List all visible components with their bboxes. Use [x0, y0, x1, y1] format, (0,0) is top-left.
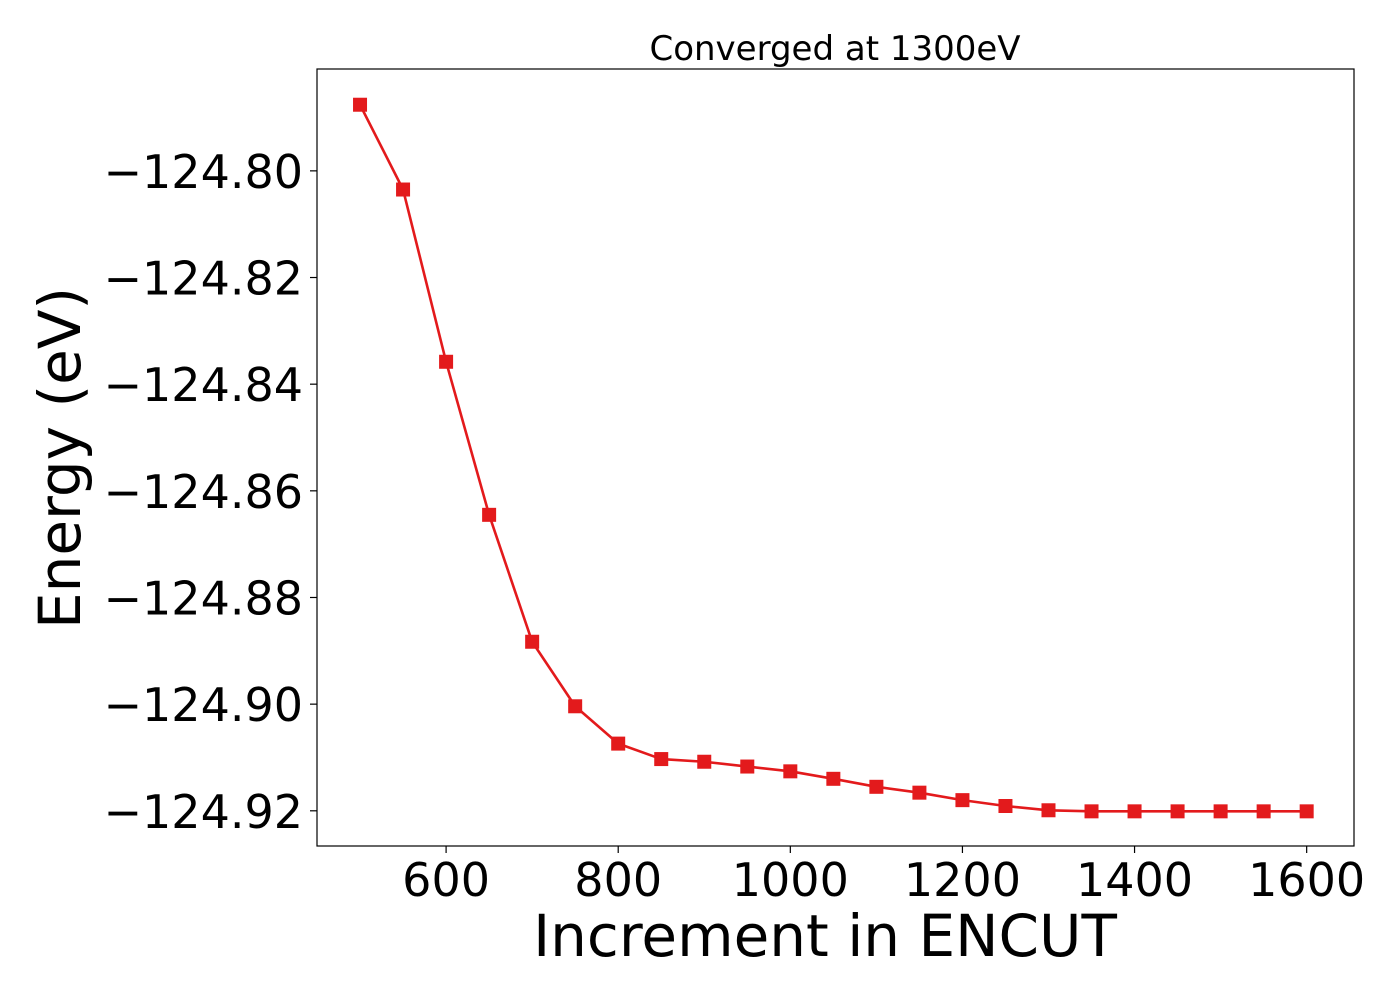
x-axis-label: Increment in ENCUT: [533, 902, 1117, 970]
data-point: [396, 182, 411, 197]
data-point: [611, 736, 626, 751]
y-tick-label: −124.90: [104, 678, 304, 732]
x-tick-label: 800: [574, 853, 662, 907]
data-point: [1127, 804, 1142, 819]
data-point: [826, 771, 841, 786]
data-point: [740, 759, 755, 774]
data-point: [525, 634, 540, 649]
x-tick-label: 600: [402, 853, 490, 907]
data-point: [1170, 804, 1185, 819]
data-point: [439, 354, 454, 369]
series-line: [358, 104, 1307, 813]
data-point: [654, 752, 669, 767]
x-axis: 600 800 1000 1200 1400 1600: [402, 846, 1365, 907]
data-point: [912, 785, 927, 800]
y-tick-label: −124.82: [104, 252, 304, 306]
data-point: [1041, 803, 1056, 818]
y-axis-label: Energy (eV): [26, 287, 94, 629]
y-tick-label: −124.84: [104, 358, 304, 412]
x-tick-label: 1600: [1248, 853, 1365, 907]
x-tick-label: 1000: [732, 853, 849, 907]
data-point: [869, 779, 884, 794]
x-tick-label: 1400: [1076, 853, 1193, 907]
data-point: [955, 793, 970, 808]
data-point: [1084, 804, 1099, 819]
y-tick-label: −124.80: [104, 145, 304, 199]
data-point: [1256, 804, 1271, 819]
x-tick-label: 1200: [904, 853, 1021, 907]
y-tick-label: −124.92: [104, 785, 304, 839]
data-point: [1213, 804, 1228, 819]
series-layer: [353, 97, 1314, 819]
data-point: [568, 699, 583, 714]
data-point: [998, 799, 1013, 813]
y-tick-label: −124.86: [104, 465, 304, 519]
y-tick-label: −124.88: [104, 571, 304, 625]
data-point: [482, 507, 497, 522]
data-point: [697, 754, 712, 769]
data-point: [783, 764, 798, 779]
chart-title: Converged at 1300eV: [649, 29, 1020, 69]
y-axis: −124.80 −124.82 −124.84 −124.86 −124.88 −124.…: [104, 145, 317, 839]
data-point: [353, 97, 368, 112]
data-point: [1299, 804, 1314, 819]
plot-frame: [316, 68, 1355, 847]
